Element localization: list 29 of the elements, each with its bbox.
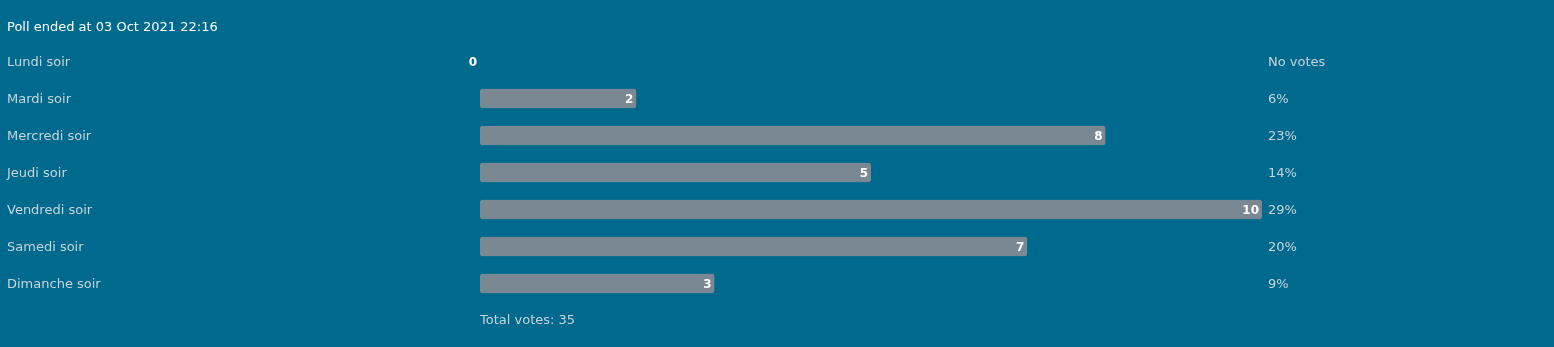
data-label: 2 [625,91,634,106]
y-tick-label: Samedi soir [7,238,85,254]
text: No votes [1268,53,1326,69]
text: Total votes: 35 [479,312,576,327]
data-label: 0 [468,54,477,69]
text: 23% [1268,127,1297,143]
y-tick-label: Dimanche soir [7,275,102,291]
bar [480,273,715,294]
bar [480,162,871,183]
bar [480,236,1028,257]
data-label: 7 [1016,239,1025,254]
data-label: 8 [1094,128,1103,143]
bar [480,199,1262,220]
y-tick-label: Vendredi soir [7,201,93,217]
y-tick-label: Mardi soir [7,90,72,106]
y-tick-label: Jeudi soir [6,164,68,180]
bar [480,88,637,109]
data-label: 10 [1242,202,1259,217]
text: 9% [1268,275,1289,291]
data-label: 3 [703,276,712,291]
y-tick-label: Lundi soir [7,53,71,69]
data-label: 5 [859,165,868,180]
text: 6% [1268,90,1289,106]
y-tick-label: Mercredi soir [7,127,92,143]
text: 29% [1268,201,1297,217]
text: Poll ended at 03 Oct 2021 22:16 [7,19,218,34]
bar [480,125,1106,146]
text: 20% [1268,238,1297,254]
text: 14% [1268,164,1297,180]
